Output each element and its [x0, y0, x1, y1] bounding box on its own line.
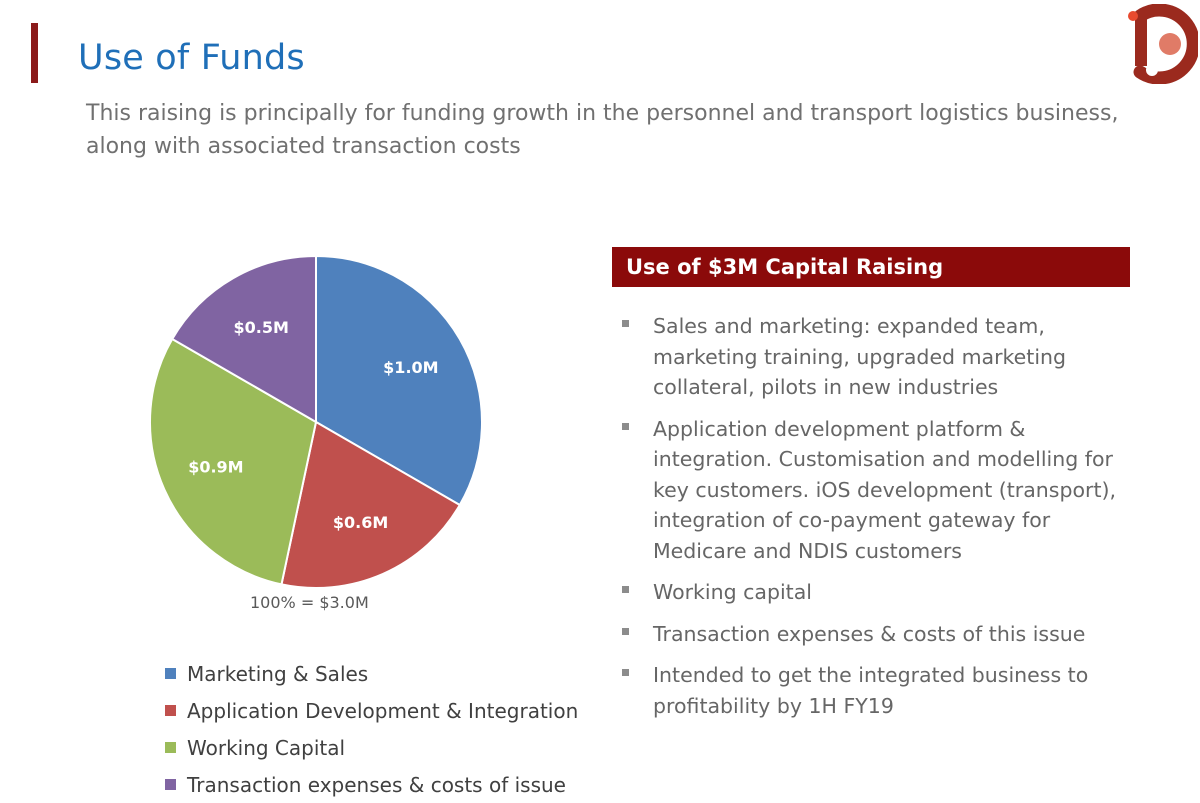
bullet-text: Working capital: [653, 580, 812, 604]
bullet-square-icon: [622, 586, 629, 593]
bullet-item: Working capital: [620, 577, 1140, 608]
panel-header: Use of $3M Capital Raising: [612, 247, 1130, 287]
bullet-item: Intended to get the integrated business …: [620, 660, 1140, 721]
legend-label: Transaction expenses & costs of issue: [187, 772, 566, 797]
legend-swatch: [165, 705, 176, 716]
legend-item: Working Capital: [165, 729, 578, 766]
bullet-text: Transaction expenses & costs of this iss…: [653, 621, 1086, 646]
pie-slice-label-0: $1.0M: [383, 358, 438, 377]
title-accent-bar: [31, 23, 38, 83]
pie-chart: $1.0M $0.6M $0.9M $0.5M: [149, 254, 483, 589]
page-title: Use of Funds: [78, 38, 305, 78]
page-subtitle: This raising is principally for funding …: [86, 101, 1119, 159]
bullet-text: Sales and marketing: expanded team, mark…: [653, 314, 1067, 399]
bullet-square-icon: [622, 627, 629, 635]
legend-swatch: [165, 668, 176, 679]
bullet-item: Transaction expenses & costs of this iss…: [620, 619, 1140, 650]
chart-total-note: 100% = $3.0M: [250, 593, 369, 612]
bullet-square-icon: [622, 422, 629, 430]
pie-slice-label-2: $0.9M: [188, 458, 243, 477]
pie-slice-3: [170, 254, 317, 424]
pie-slice-2: [149, 337, 318, 586]
bullet-text: Application development platform & integ…: [653, 416, 1116, 563]
legend-item: Transaction expenses & costs of issue: [165, 766, 578, 803]
legend-label: Working Capital: [187, 735, 346, 760]
bullet-item: Sales and marketing: expanded team, mark…: [620, 311, 1140, 403]
legend-swatch: [165, 742, 176, 753]
bullet-text: Intended to get the integrated business …: [653, 663, 1089, 718]
bullet-item: Application development platform & integ…: [620, 414, 1140, 567]
pie-slice-label-1: $0.6M: [333, 513, 388, 532]
legend-item: Application Development & Integration: [165, 692, 578, 729]
company-logo-icon: [1128, 4, 1198, 84]
pie-slice-label-3: $0.5M: [234, 318, 289, 337]
legend-label: Application Development & Integration: [187, 698, 579, 723]
legend-label: Marketing & Sales: [187, 661, 369, 686]
chart-legend: Marketing & Sales Application Development…: [165, 655, 578, 803]
legend-swatch: [165, 779, 176, 790]
pie-slice-1: [280, 420, 462, 589]
panel-bullet-list: Sales and marketing: expanded team, mark…: [620, 311, 1140, 732]
legend-item: Marketing & Sales: [165, 655, 578, 692]
bullet-square-icon: [622, 320, 629, 327]
bullet-square-icon: [622, 669, 629, 676]
pie-slice-0: [315, 254, 483, 507]
